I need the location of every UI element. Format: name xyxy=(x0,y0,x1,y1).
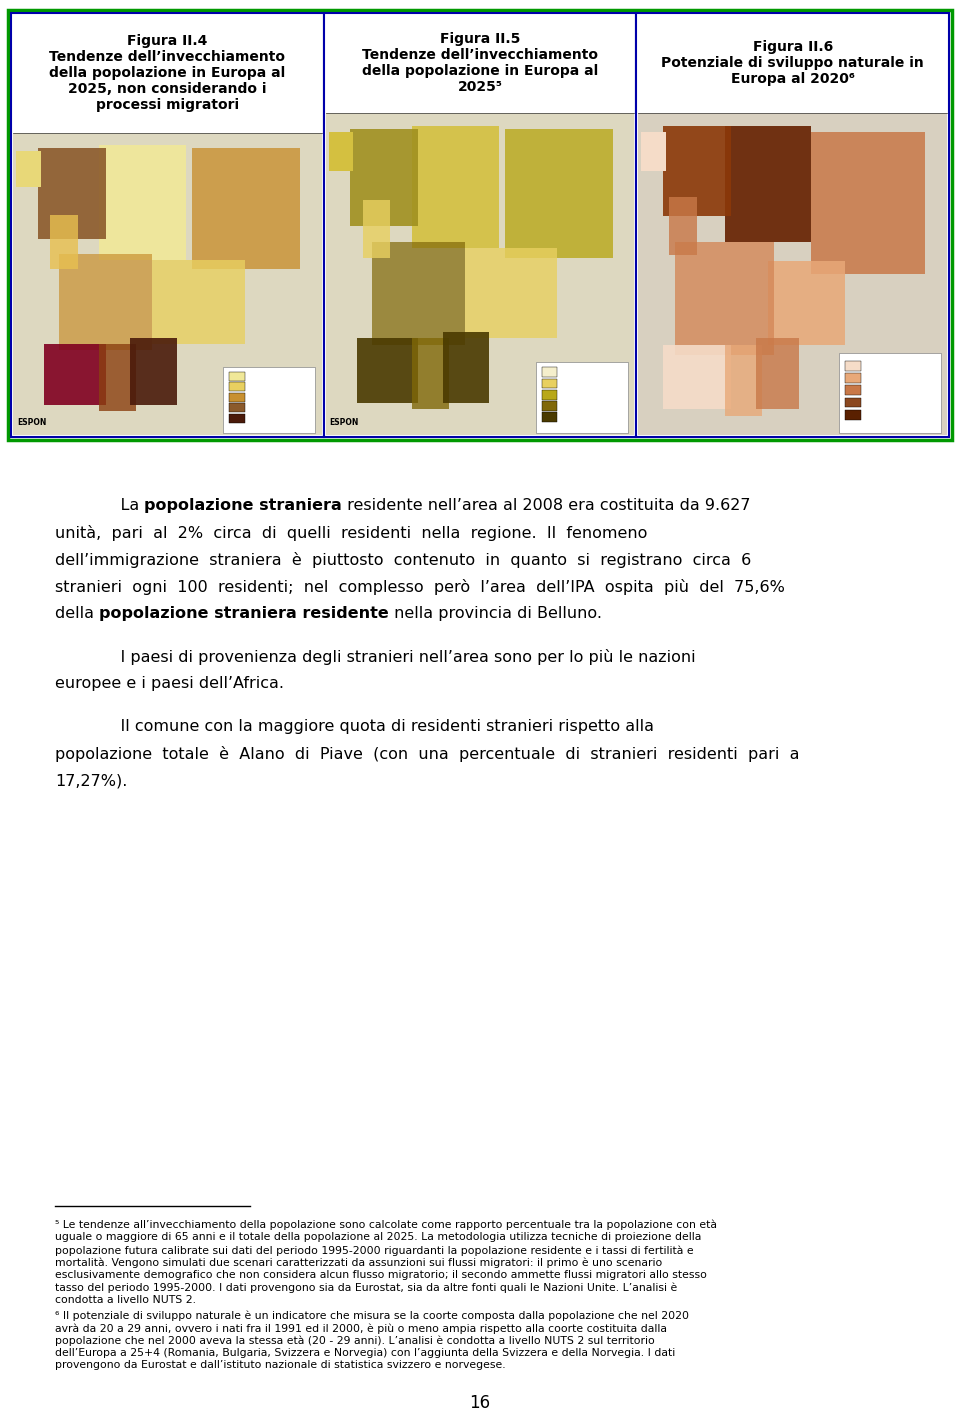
Bar xyxy=(541,379,557,389)
Text: popolazione straniera: popolazione straniera xyxy=(144,498,342,513)
Bar xyxy=(676,242,774,355)
Text: mortalità. Vengono simulati due scenari caratterizzati da assunzioni sui flussi : mortalità. Vengono simulati due scenari … xyxy=(55,1257,662,1267)
Bar xyxy=(443,332,490,403)
Bar xyxy=(372,242,465,345)
Text: dell’immigrazione  straniera  è  piuttosto  contenuto  in  quanto  si  registran: dell’immigrazione straniera è piuttosto … xyxy=(55,553,752,568)
Bar xyxy=(465,248,557,339)
Bar xyxy=(229,382,245,392)
Bar xyxy=(669,197,697,255)
Bar xyxy=(845,373,860,383)
Bar xyxy=(229,372,245,380)
Bar xyxy=(44,345,106,404)
Text: nella provincia di Belluno.: nella provincia di Belluno. xyxy=(389,607,602,621)
Bar xyxy=(356,339,419,403)
Bar xyxy=(541,402,557,412)
Bar xyxy=(50,215,78,269)
Text: ⁵ Le tendenze all’invecchiamento della popolazione sono calcolate come rapporto : ⁵ Le tendenze all’invecchiamento della p… xyxy=(55,1220,717,1230)
Bar xyxy=(412,125,498,248)
Bar xyxy=(229,414,245,423)
Bar xyxy=(725,125,811,242)
Text: stranieri  ogni  100  residenti;  nel  complesso  però  l’area  dell’IPA  ospita: stranieri ogni 100 residenti; nel comple… xyxy=(55,580,785,595)
Bar xyxy=(324,13,636,437)
Bar xyxy=(541,367,557,377)
Bar xyxy=(350,130,419,225)
Bar xyxy=(541,413,557,422)
Bar xyxy=(16,151,40,188)
Bar xyxy=(229,403,245,413)
Bar xyxy=(8,10,952,440)
Text: popolazione straniera residente: popolazione straniera residente xyxy=(99,607,389,621)
Bar xyxy=(131,339,177,404)
Bar xyxy=(663,345,731,409)
Bar xyxy=(505,130,612,258)
Text: popolazione che nel 2000 aveva la stessa età (20 - 29 anni). L’analisi è condott: popolazione che nel 2000 aveva la stessa… xyxy=(55,1336,655,1346)
Text: provengono da Eurostat e dall’istituto nazionale di statistica svizzero e norveg: provengono da Eurostat e dall’istituto n… xyxy=(55,1360,506,1370)
Bar xyxy=(845,360,860,370)
Bar xyxy=(229,393,245,402)
Bar xyxy=(638,112,947,434)
Bar xyxy=(363,199,391,258)
Text: 16: 16 xyxy=(469,1394,491,1413)
Bar xyxy=(768,261,845,345)
Bar xyxy=(100,145,186,259)
Text: residente nell’area al 2008 era costituita da 9.627: residente nell’area al 2008 era costitui… xyxy=(342,498,751,513)
Text: ⁶ Il potenziale di sviluppo naturale è un indicatore che misura se la coorte com: ⁶ Il potenziale di sviluppo naturale è u… xyxy=(55,1310,689,1321)
Text: esclusivamente demografico che non considera alcun flusso migratorio; il secondo: esclusivamente demografico che non consi… xyxy=(55,1270,707,1280)
Text: Figura II.5
Tendenze dell’invecchiamento
della popolazione in Europa al
2025⁵: Figura II.5 Tendenze dell’invecchiamento… xyxy=(362,31,598,94)
Text: tasso del periodo 1995-2000. I dati provengono sia da Eurostat, sia da altre fon: tasso del periodo 1995-2000. I dati prov… xyxy=(55,1283,677,1293)
Bar xyxy=(663,125,731,216)
Bar xyxy=(152,259,245,345)
Bar xyxy=(839,353,941,433)
Text: europee e i paesi dell’Africa.: europee e i paesi dell’Africa. xyxy=(55,676,284,691)
Bar xyxy=(37,148,106,239)
Bar xyxy=(845,397,860,407)
Text: Figura II.6
Potenziale di sviluppo naturale in
Europa al 2020⁶: Figura II.6 Potenziale di sviluppo natur… xyxy=(661,40,924,87)
Text: unità,  pari  al  2%  circa  di  quelli  residenti  nella  regione.  Il  fenomen: unità, pari al 2% circa di quelli reside… xyxy=(55,525,647,541)
Text: popolazione futura calibrate sui dati del periodo 1995-2000 riguardanti la popol: popolazione futura calibrate sui dati de… xyxy=(55,1245,694,1256)
Bar xyxy=(328,132,353,171)
Text: ESPON: ESPON xyxy=(17,419,46,427)
Text: Il comune con la maggiore quota di residenti stranieri rispetto alla: Il comune con la maggiore quota di resid… xyxy=(100,719,654,735)
Bar xyxy=(536,362,628,433)
Text: della: della xyxy=(55,607,99,621)
Bar xyxy=(725,345,762,416)
Bar xyxy=(13,132,322,434)
Bar xyxy=(811,132,925,273)
Text: popolazione  totale  è  Alano  di  Piave  (con  una  percentuale  di  stranieri : popolazione totale è Alano di Piave (con… xyxy=(55,746,800,762)
Text: avrà da 20 a 29 anni, ovvero i nati fra il 1991 ed il 2000, è più o meno ampia r: avrà da 20 a 29 anni, ovvero i nati fra … xyxy=(55,1323,667,1333)
Bar xyxy=(223,366,316,433)
Bar xyxy=(641,132,666,171)
Bar xyxy=(541,390,557,400)
Text: ESPON: ESPON xyxy=(329,419,359,427)
Text: La: La xyxy=(100,498,144,513)
Bar xyxy=(845,410,860,420)
Bar xyxy=(756,339,799,409)
Bar xyxy=(325,112,635,434)
Text: condotta a livello NUTS 2.: condotta a livello NUTS 2. xyxy=(55,1294,196,1304)
Text: Figura II.4
Tendenze dell’invecchiamento
della popolazione in Europa al
2025, no: Figura II.4 Tendenze dell’invecchiamento… xyxy=(49,34,285,112)
Text: uguale o maggiore di 65 anni e il totale della popolazione al 2025. La metodolog: uguale o maggiore di 65 anni e il totale… xyxy=(55,1233,702,1243)
Bar xyxy=(192,148,300,269)
Text: dell’Europa a 25+4 (Romania, Bulgaria, Svizzera e Norvegia) con l’aggiunta della: dell’Europa a 25+4 (Romania, Bulgaria, S… xyxy=(55,1349,675,1358)
Bar xyxy=(60,253,152,350)
Bar xyxy=(845,386,860,394)
Bar xyxy=(412,339,449,409)
Bar xyxy=(636,13,949,437)
Text: 17,27%).: 17,27%). xyxy=(55,773,128,789)
Bar xyxy=(100,345,136,412)
Text: I paesi di provenienza degli stranieri nell’area sono per lo più le nazioni: I paesi di provenienza degli stranieri n… xyxy=(100,649,696,665)
Bar xyxy=(11,13,324,437)
